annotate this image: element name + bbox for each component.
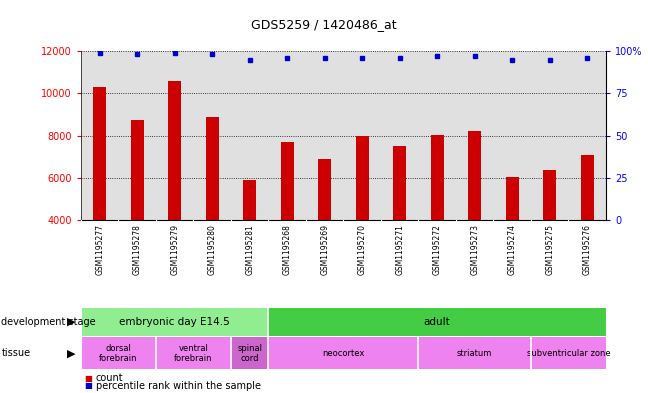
Text: GSM1195274: GSM1195274 <box>507 224 516 275</box>
Bar <box>231 51 268 220</box>
Text: GSM1195281: GSM1195281 <box>245 224 254 275</box>
Text: GSM1195273: GSM1195273 <box>470 224 479 275</box>
Bar <box>419 51 456 220</box>
Bar <box>81 308 268 336</box>
Bar <box>531 337 606 369</box>
Text: GSM1195269: GSM1195269 <box>320 224 329 275</box>
Text: ■: ■ <box>84 374 92 382</box>
Bar <box>568 51 606 220</box>
Text: GSM1195275: GSM1195275 <box>545 224 554 275</box>
Bar <box>93 87 106 220</box>
Bar <box>268 337 419 369</box>
Bar <box>381 51 419 220</box>
Bar <box>231 337 268 369</box>
Text: subventricular zone: subventricular zone <box>527 349 610 358</box>
Text: GSM1195270: GSM1195270 <box>358 224 367 275</box>
Bar <box>268 51 306 220</box>
Text: ■: ■ <box>84 382 92 390</box>
Bar <box>281 142 294 220</box>
Text: GSM1195271: GSM1195271 <box>395 224 404 275</box>
Text: adult: adult <box>424 317 450 327</box>
Text: tissue: tissue <box>1 348 30 358</box>
Bar <box>194 51 231 220</box>
Bar <box>81 337 156 369</box>
Text: development stage: development stage <box>1 317 96 327</box>
Bar <box>81 51 119 220</box>
Text: embryonic day E14.5: embryonic day E14.5 <box>119 317 230 327</box>
Bar <box>318 159 331 220</box>
Text: ▶: ▶ <box>67 317 76 327</box>
Bar <box>581 154 594 220</box>
Text: GSM1195272: GSM1195272 <box>433 224 442 275</box>
Bar <box>119 51 156 220</box>
Bar <box>156 51 194 220</box>
Bar <box>419 337 531 369</box>
Bar <box>306 51 343 220</box>
Bar <box>156 337 231 369</box>
Bar <box>468 131 481 220</box>
Text: GSM1195268: GSM1195268 <box>283 224 292 275</box>
Text: ▶: ▶ <box>67 348 76 358</box>
Bar <box>505 177 518 220</box>
Text: percentile rank within the sample: percentile rank within the sample <box>96 381 261 391</box>
Bar <box>131 120 144 220</box>
Text: GSM1195278: GSM1195278 <box>133 224 142 275</box>
Bar <box>356 136 369 220</box>
Text: count: count <box>96 373 124 383</box>
Text: GSM1195276: GSM1195276 <box>583 224 592 275</box>
Bar <box>343 51 381 220</box>
Bar <box>268 308 606 336</box>
Text: GSM1195277: GSM1195277 <box>95 224 104 275</box>
Bar <box>243 180 256 220</box>
Text: ventral
forebrain: ventral forebrain <box>174 343 213 363</box>
Text: GSM1195280: GSM1195280 <box>208 224 216 275</box>
Text: GSM1195279: GSM1195279 <box>170 224 179 275</box>
Text: spinal
cord: spinal cord <box>237 343 262 363</box>
Text: GDS5259 / 1420486_at: GDS5259 / 1420486_at <box>251 18 397 31</box>
Bar <box>205 117 219 220</box>
Text: striatum: striatum <box>457 349 492 358</box>
Bar <box>431 134 444 220</box>
Bar <box>543 171 556 220</box>
Bar <box>456 51 493 220</box>
Bar <box>531 51 568 220</box>
Bar <box>493 51 531 220</box>
Text: dorsal
forebrain: dorsal forebrain <box>99 343 138 363</box>
Bar <box>393 146 406 220</box>
Text: neocortex: neocortex <box>322 349 365 358</box>
Bar <box>168 81 181 220</box>
